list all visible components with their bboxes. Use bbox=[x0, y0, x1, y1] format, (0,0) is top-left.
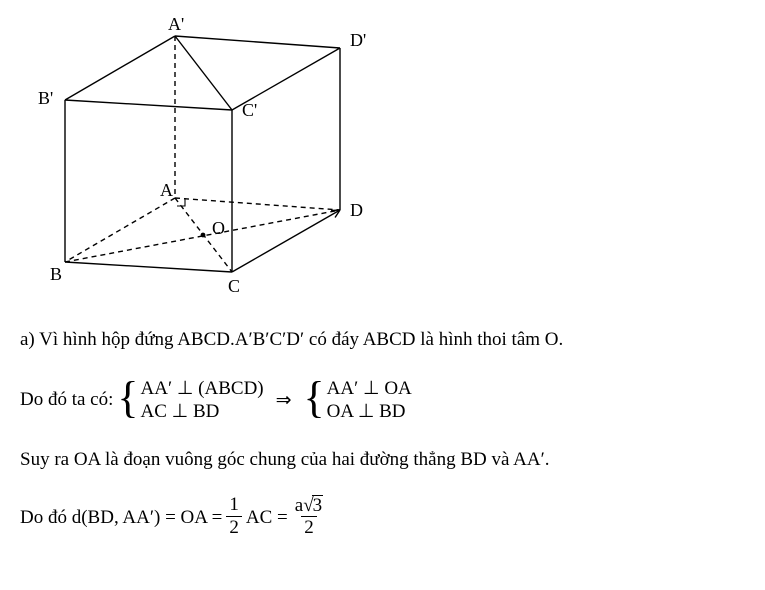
system-2: { AA′ ⊥ OA OA ⊥ BD bbox=[304, 377, 412, 425]
svg-text:B: B bbox=[50, 264, 62, 284]
frac-half: 1 2 bbox=[226, 495, 242, 538]
svg-text:O: O bbox=[212, 218, 225, 238]
suy-ra-line: Suy ra OA là đoạn vuông góc chung của ha… bbox=[20, 446, 745, 475]
svg-text:D': D' bbox=[350, 30, 366, 50]
implies-arrow: ⇒ bbox=[276, 389, 292, 412]
frac-asqrt3-2: a√3 2 bbox=[292, 495, 326, 539]
svg-text:A: A bbox=[160, 180, 173, 200]
system-row: Do đó ta có: { AA′ ⊥ (ABCD) AC ⊥ BD ⇒ { … bbox=[20, 377, 745, 425]
final-row: Do đó d(BD, AA′) = OA = 1 2 AC = a√3 2 bbox=[20, 497, 745, 541]
svg-text:D: D bbox=[350, 200, 363, 220]
sys1-bot: AC ⊥ BD bbox=[141, 400, 264, 424]
sys2-top: AA′ ⊥ OA bbox=[327, 377, 412, 401]
do-do-ta-co: Do đó ta có: bbox=[20, 389, 113, 411]
svg-text:C: C bbox=[228, 276, 240, 296]
frac2-den: 2 bbox=[301, 516, 317, 538]
line-a: a) Vì hình hộp đứng ABCD.A′B′C′D′ có đáy… bbox=[20, 326, 745, 355]
sys1-top: AA′ ⊥ (ABCD) bbox=[141, 377, 264, 401]
ac-text: AC = bbox=[246, 507, 288, 529]
frac-half-den: 2 bbox=[226, 516, 242, 538]
svg-text:A': A' bbox=[168, 18, 184, 34]
frac2-num-a: a bbox=[295, 495, 303, 516]
brace-left-2: { bbox=[304, 376, 325, 420]
svg-text:C': C' bbox=[242, 100, 257, 120]
frac2-num: a√3 bbox=[292, 495, 326, 517]
svg-text:B': B' bbox=[38, 88, 53, 108]
prism-diagram: A' D' B' C' A D B C O bbox=[20, 18, 400, 298]
brace-left-1: { bbox=[117, 376, 138, 420]
sys2-bot: OA ⊥ BD bbox=[327, 400, 412, 424]
final-prefix: Do đó d(BD, AA′) = OA = bbox=[20, 507, 222, 529]
sqrt-3: 3 bbox=[312, 495, 324, 516]
frac-half-num: 1 bbox=[226, 495, 242, 516]
system-1: { AA′ ⊥ (ABCD) AC ⊥ BD bbox=[117, 377, 263, 425]
